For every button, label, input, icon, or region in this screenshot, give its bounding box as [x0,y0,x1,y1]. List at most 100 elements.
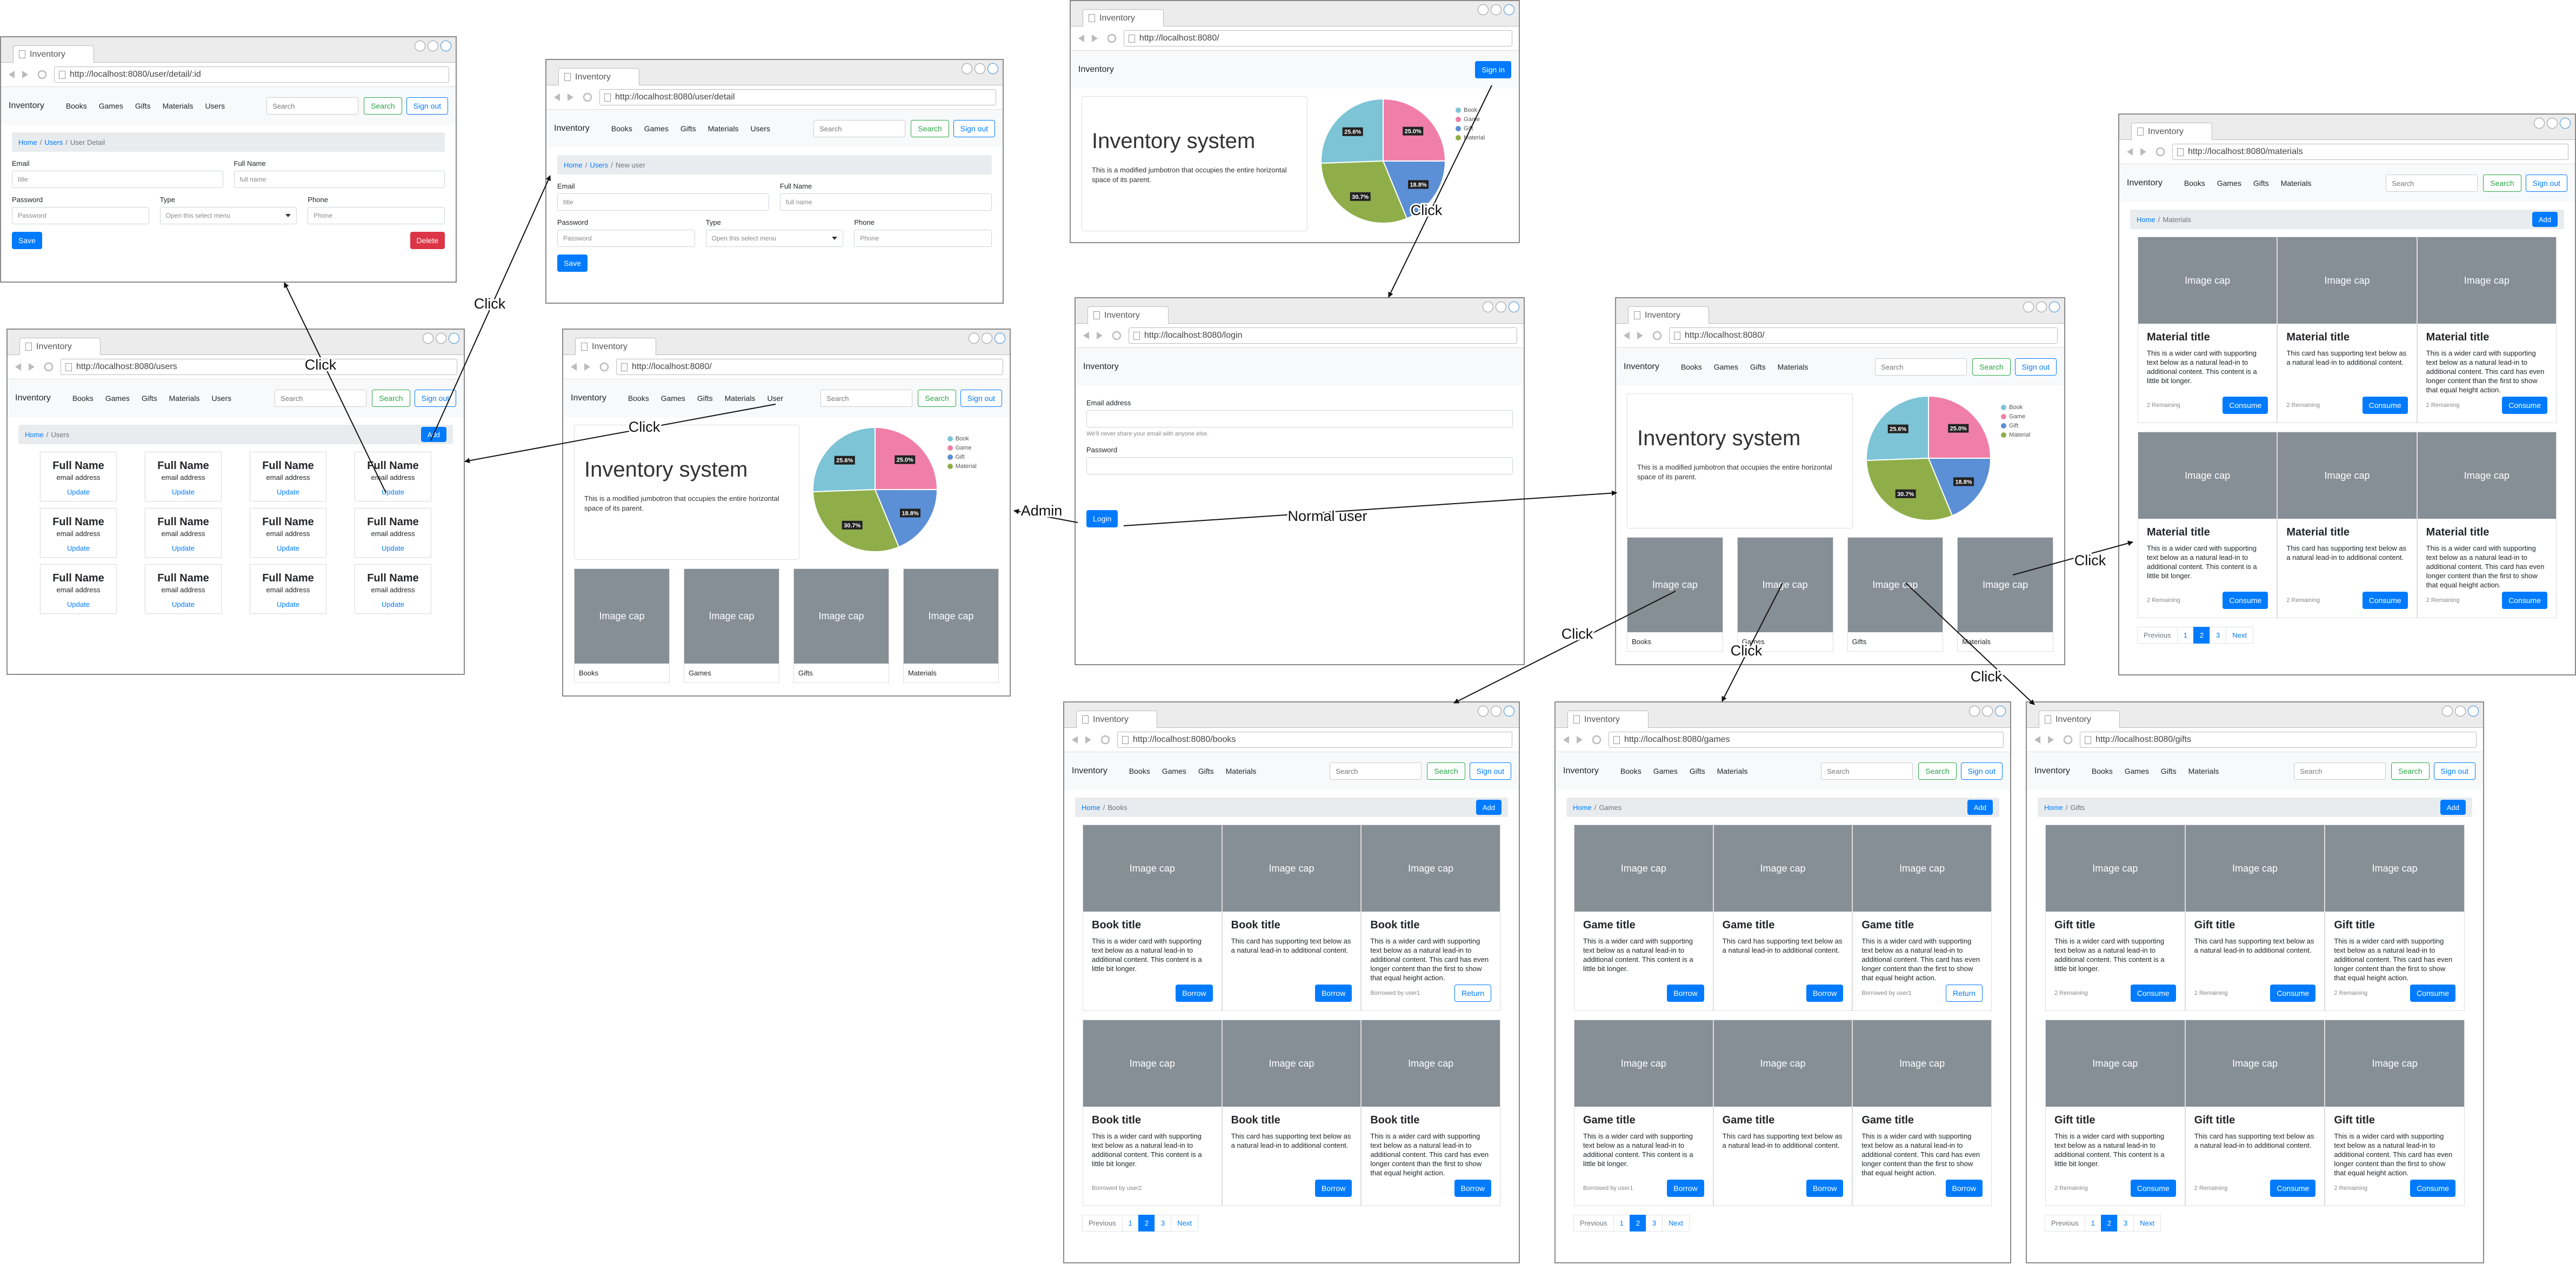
window-control[interactable] [2534,118,2545,129]
window-control[interactable] [1995,706,2006,717]
window-control[interactable] [423,333,433,344]
brand[interactable]: Inventory [571,393,606,403]
nav-link[interactable]: Gifts [697,394,713,403]
card-button[interactable]: Borrow [1806,985,1844,1002]
nav-link[interactable]: Books [1680,363,1702,371]
nav-link[interactable]: Users [205,102,225,110]
nav-button[interactable]: Search [918,390,956,407]
card-button[interactable]: Borrow [1454,1180,1491,1197]
save-button[interactable]: Save [12,232,42,249]
page-link[interactable]: 1 [2177,627,2194,644]
select-field[interactable]: Open this select menu [159,207,297,224]
nav-link[interactable]: Games [660,394,685,403]
nav-link[interactable]: Materials [169,394,200,403]
nav-link[interactable]: Materials [1225,767,1257,775]
nav-button[interactable]: Search [911,120,949,137]
nav-link[interactable]: Gifts [1689,767,1705,775]
card-button[interactable]: Return [1945,985,1983,1002]
nav-link[interactable]: Materials [724,394,756,403]
window-control[interactable] [2049,302,2060,312]
text-field[interactable]: full name [780,193,992,211]
breadcrumb-item[interactable]: Users [590,160,609,169]
window-control[interactable] [1509,302,1519,312]
nav-link[interactable]: Gifts [141,394,157,403]
page-link[interactable]: 1 [2084,1215,2101,1231]
page-link[interactable]: 3 [1154,1215,1172,1231]
nav-link[interactable]: Materials [1777,363,1808,371]
nav-button[interactable]: Sign out [414,390,456,407]
nav-link[interactable]: Books [65,102,87,110]
window-control[interactable] [1478,706,1489,717]
update-link[interactable]: Update [277,600,299,608]
card-button[interactable]: Consume [2270,1180,2316,1197]
update-link[interactable]: Update [172,600,195,608]
nav-button[interactable]: Sign out [953,120,995,137]
page-link[interactable]: Previous [1573,1215,1614,1231]
card-button[interactable]: Consume [2130,985,2176,1002]
brand[interactable]: Inventory [1624,362,1659,371]
window-control[interactable] [1483,302,1493,312]
window-control[interactable] [982,333,992,344]
page-link[interactable]: Next [1662,1215,1690,1231]
nav-link[interactable]: Materials [2188,767,2219,775]
nav-link[interactable]: Books [2091,767,2113,775]
card-button[interactable]: Borrow [1806,1180,1844,1197]
nav-link[interactable]: User [767,394,783,403]
page-link[interactable]: 1 [1613,1215,1630,1231]
page-link[interactable]: Next [2133,1215,2161,1231]
nav-button[interactable]: Search [1972,358,2011,376]
search-input[interactable]: Search [1875,358,1967,376]
breadcrumb-item[interactable]: Home [2044,803,2063,812]
nav-link[interactable]: Books [628,394,649,403]
window-control[interactable] [2468,706,2479,717]
update-link[interactable]: Update [67,488,90,496]
page-link[interactable]: 2 [2100,1215,2118,1231]
card-button[interactable]: Consume [2502,397,2547,414]
breadcrumb-item[interactable]: Home [1082,803,1100,812]
window-control[interactable] [2023,302,2034,312]
card-button[interactable]: Borrow [1667,985,1704,1002]
update-link[interactable]: Update [382,600,404,608]
text-field[interactable]: Password [12,207,149,224]
window-control[interactable] [969,333,979,344]
category-tile[interactable]: Image cap Gifts [793,568,889,683]
page-link[interactable]: 2 [2193,627,2211,644]
nav-link[interactable]: Gifts [1750,363,1766,371]
nav-link[interactable]: Gifts [2253,179,2269,188]
window-control[interactable] [1478,4,1489,15]
category-tile[interactable]: Image cap Games [1737,537,1833,652]
nav-button[interactable]: Search [372,390,410,407]
category-tile[interactable]: Image cap Books [574,568,670,683]
window-control[interactable] [1496,302,1506,312]
card-button[interactable]: Borrow [1667,1180,1704,1197]
nav-link[interactable]: Games [105,394,130,403]
brand[interactable]: Inventory [1072,766,1107,775]
card-button[interactable]: Consume [2223,397,2268,414]
nav-link[interactable]: Gifts [1198,767,1214,775]
card-button[interactable]: Consume [2410,1180,2455,1197]
search-input[interactable]: Search [2294,762,2386,780]
window-control[interactable] [987,63,998,74]
page-link[interactable]: Next [1171,1215,1199,1231]
nav-link[interactable]: Users [750,124,770,133]
card-button[interactable]: Borrow [1176,985,1213,1002]
card-button[interactable]: Borrow [1314,985,1352,1002]
search-input[interactable]: Search [1821,762,1913,780]
card-button[interactable]: Consume [2223,592,2268,609]
nav-button[interactable]: Sign out [2525,175,2567,192]
breadcrumb-item[interactable]: Home [18,138,37,146]
nav-link[interactable]: Games [1162,767,1186,775]
nav-button[interactable]: Sign out [406,97,448,115]
breadcrumb-item[interactable]: Home [564,160,583,169]
card-button[interactable]: Consume [2270,985,2316,1002]
breadcrumb-item[interactable]: Home [1573,803,1592,812]
nav-link[interactable]: Games [1653,767,1678,775]
nav-link[interactable]: Materials [1717,767,1748,775]
nav-button[interactable]: Sign out [1960,762,2003,780]
update-link[interactable]: Update [382,488,404,496]
text-field[interactable]: Phone [854,230,992,247]
add-button[interactable]: Add [1476,800,1501,815]
add-button[interactable]: Add [1967,800,1993,815]
nav-button[interactable]: Sign out [2014,358,2057,376]
nav-link[interactable]: Games [2124,767,2149,775]
